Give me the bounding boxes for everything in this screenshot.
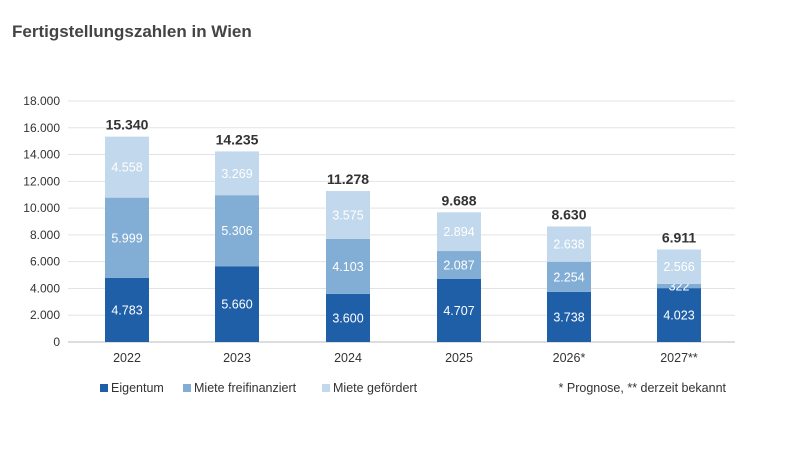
legend-label: Eigentum — [111, 381, 164, 395]
x-tick-label: 2024 — [334, 351, 362, 365]
data-label: 4.558 — [111, 161, 142, 175]
data-label: 2.894 — [443, 225, 474, 239]
bar-segment — [657, 283, 701, 289]
y-tick-label: 14.000 — [23, 148, 60, 162]
data-label: 2.638 — [553, 238, 584, 252]
y-tick-label: 16.000 — [23, 121, 60, 135]
chart-title: Fertigstellungszahlen in Wien — [12, 22, 252, 41]
data-label: 4.707 — [443, 304, 474, 318]
y-tick-label: 0 — [53, 335, 60, 349]
data-label: 5.999 — [111, 231, 142, 245]
y-tick-label: 6.000 — [30, 255, 60, 269]
data-label: 5.660 — [221, 298, 252, 312]
data-label: 3.600 — [332, 311, 363, 325]
y-tick-label: 12.000 — [23, 174, 60, 188]
total-label: 14.235 — [216, 131, 259, 147]
bar-segment — [657, 249, 701, 284]
data-label: 4.783 — [111, 303, 142, 317]
bar-segment — [215, 151, 259, 196]
bar-segment — [326, 238, 370, 294]
bar-segment — [105, 136, 149, 198]
bar-segment — [547, 261, 591, 292]
x-tick-label: 2023 — [223, 351, 251, 365]
legend-label: Miete gefördert — [333, 381, 418, 395]
bar-segment — [437, 212, 481, 252]
data-label: 3.738 — [553, 310, 584, 324]
data-label: 2.087 — [443, 259, 474, 273]
x-tick-label: 2025 — [445, 351, 473, 365]
data-label: 4.103 — [332, 260, 363, 274]
bar-segment — [437, 278, 481, 342]
total-label: 8.630 — [551, 206, 586, 222]
data-label: 2.254 — [553, 270, 584, 284]
legend-swatch — [322, 384, 330, 392]
total-label: 6.911 — [662, 229, 696, 245]
legend-label: Miete freifinanziert — [194, 381, 297, 395]
bar-segment — [215, 195, 259, 267]
x-tick-label: 2022 — [113, 351, 141, 365]
total-label: 9.688 — [441, 192, 476, 208]
bar-segment — [326, 191, 370, 239]
bar-segment — [437, 251, 481, 279]
data-label: 5.306 — [221, 224, 252, 238]
x-tick-label: 2027** — [660, 351, 698, 365]
y-tick-label: 10.000 — [23, 201, 60, 215]
data-label: 2.566 — [663, 260, 694, 274]
bar-segment — [105, 197, 149, 278]
y-tick-label: 18.000 — [23, 94, 60, 108]
legend-swatch — [183, 384, 191, 392]
legend-swatch — [100, 384, 108, 392]
x-tick-label: 2026* — [553, 351, 586, 365]
bar-segment — [105, 277, 149, 342]
bar-segment — [547, 291, 591, 342]
data-label: 3.575 — [332, 208, 363, 222]
bar-segment — [326, 293, 370, 342]
data-label: 3.269 — [221, 167, 252, 181]
bar-segment — [657, 288, 701, 342]
total-label: 11.278 — [327, 171, 369, 187]
total-label: 15.340 — [106, 117, 149, 133]
y-tick-label: 4.000 — [30, 281, 60, 295]
bar-segment — [547, 226, 591, 262]
y-tick-label: 2.000 — [30, 308, 60, 322]
data-label: 4.023 — [663, 309, 694, 323]
footnote: * Prognose, ** derzeit bekannt — [559, 381, 727, 395]
bar-segment — [215, 266, 259, 342]
y-tick-label: 8.000 — [30, 228, 60, 242]
